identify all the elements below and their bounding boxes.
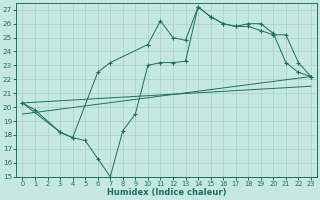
X-axis label: Humidex (Indice chaleur): Humidex (Indice chaleur): [107, 188, 227, 197]
